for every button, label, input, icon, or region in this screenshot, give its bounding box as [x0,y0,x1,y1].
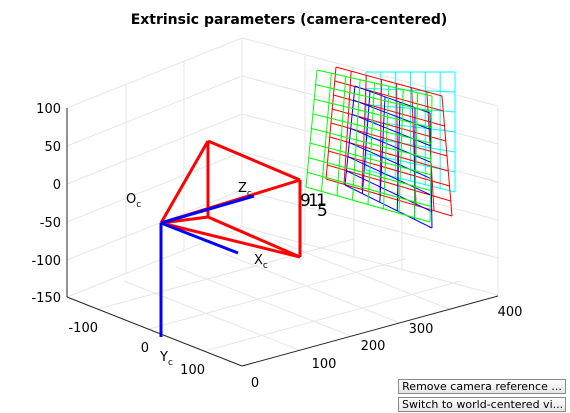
plane-grid-line [307,171,431,207]
z-tick: -100 [31,254,61,269]
plane-label-5: 5 [317,201,328,221]
y-tick: 0 [141,341,149,356]
y-axis-label: Yc [159,350,173,368]
camera-x-label: Xc [254,253,268,271]
plane-grid-line [351,113,431,147]
plane-grid-line [349,142,432,180]
y-tick: 100 [180,363,205,378]
z-tick: -50 [40,216,61,231]
plane-grid-line [379,96,386,203]
plane-grid-line [333,94,445,127]
z-tick: 0 [53,178,61,193]
plane-grid-line [344,184,433,229]
x-tick: 400 [498,305,523,320]
floor-grid-line [273,239,450,310]
plane-grid-line [311,128,432,160]
z-tick: -150 [31,291,61,306]
plane-grid-line [350,127,432,163]
camera-z-label: Zc [238,181,252,199]
floor-grid-line [148,258,406,330]
plot-title: Extrinsic parameters (camera-centered) [131,12,448,28]
wall-grid-line [66,189,243,261]
plane-grid-line [308,157,431,191]
plane-grid-line [346,170,432,213]
plane-grid-line [316,69,433,97]
calibration-planes [305,66,456,229]
y-tick-labels: -100 0 100 [68,321,205,378]
plane-green [305,69,433,223]
plane-grid-line [335,66,443,97]
plane-grid-line [314,98,432,128]
switch-world-centered-button[interactable]: Switch to world-centered vi... [398,397,566,412]
wall-grid-line [241,226,499,296]
z-tick-labels: 100 50 0 -50 -100 -150 [31,102,61,306]
floor-grid-line [175,266,352,337]
x-tick-labels: 0 100 200 300 400 [251,305,523,391]
floor-grid-line [97,238,355,310]
wall-grid-line [66,151,243,223]
camera-origin-label: Oc [126,192,141,210]
camera-axes [159,194,255,337]
x-tick: 200 [361,339,386,354]
plane-cyan [365,71,456,193]
plane-grid-line [315,84,432,113]
plane-grid-line [334,80,444,112]
plane-grid-line [332,108,446,142]
camera-frustum [159,139,302,259]
plane-grid-line [305,186,431,223]
plane-grid-line [325,178,453,217]
z-tick: 50 [44,140,61,155]
x-tick: 300 [409,322,434,337]
x-tick: 100 [312,357,337,372]
floor-grid-line [123,280,300,351]
z-tick: 100 [36,102,61,117]
y-tick: -100 [68,321,98,336]
wall-grid-line [66,75,243,147]
floor-grid-line [224,253,401,324]
plane-label-1b: 1 [316,191,327,211]
plane-label-9: 9 [300,191,311,211]
axes-frame [66,108,499,367]
plane-grid-line [347,156,432,196]
plane-grid-line [344,85,356,186]
camera-x-axis [160,221,239,255]
camera-z-axis [160,194,255,225]
floor-grid-line [204,280,462,352]
wall-grid-line [66,226,243,298]
wall-grid-line [241,151,499,221]
remove-camera-reference-button[interactable]: Remove camera reference ... [398,379,566,394]
wall-grid-line [66,113,243,185]
wall-grid-line [66,37,243,109]
plane-label-1a: 1 [308,191,319,211]
plane-grid-line [309,142,431,176]
wall-grid-line [241,189,499,259]
plane-grid-line [312,113,432,144]
x-tick: 0 [251,376,259,391]
